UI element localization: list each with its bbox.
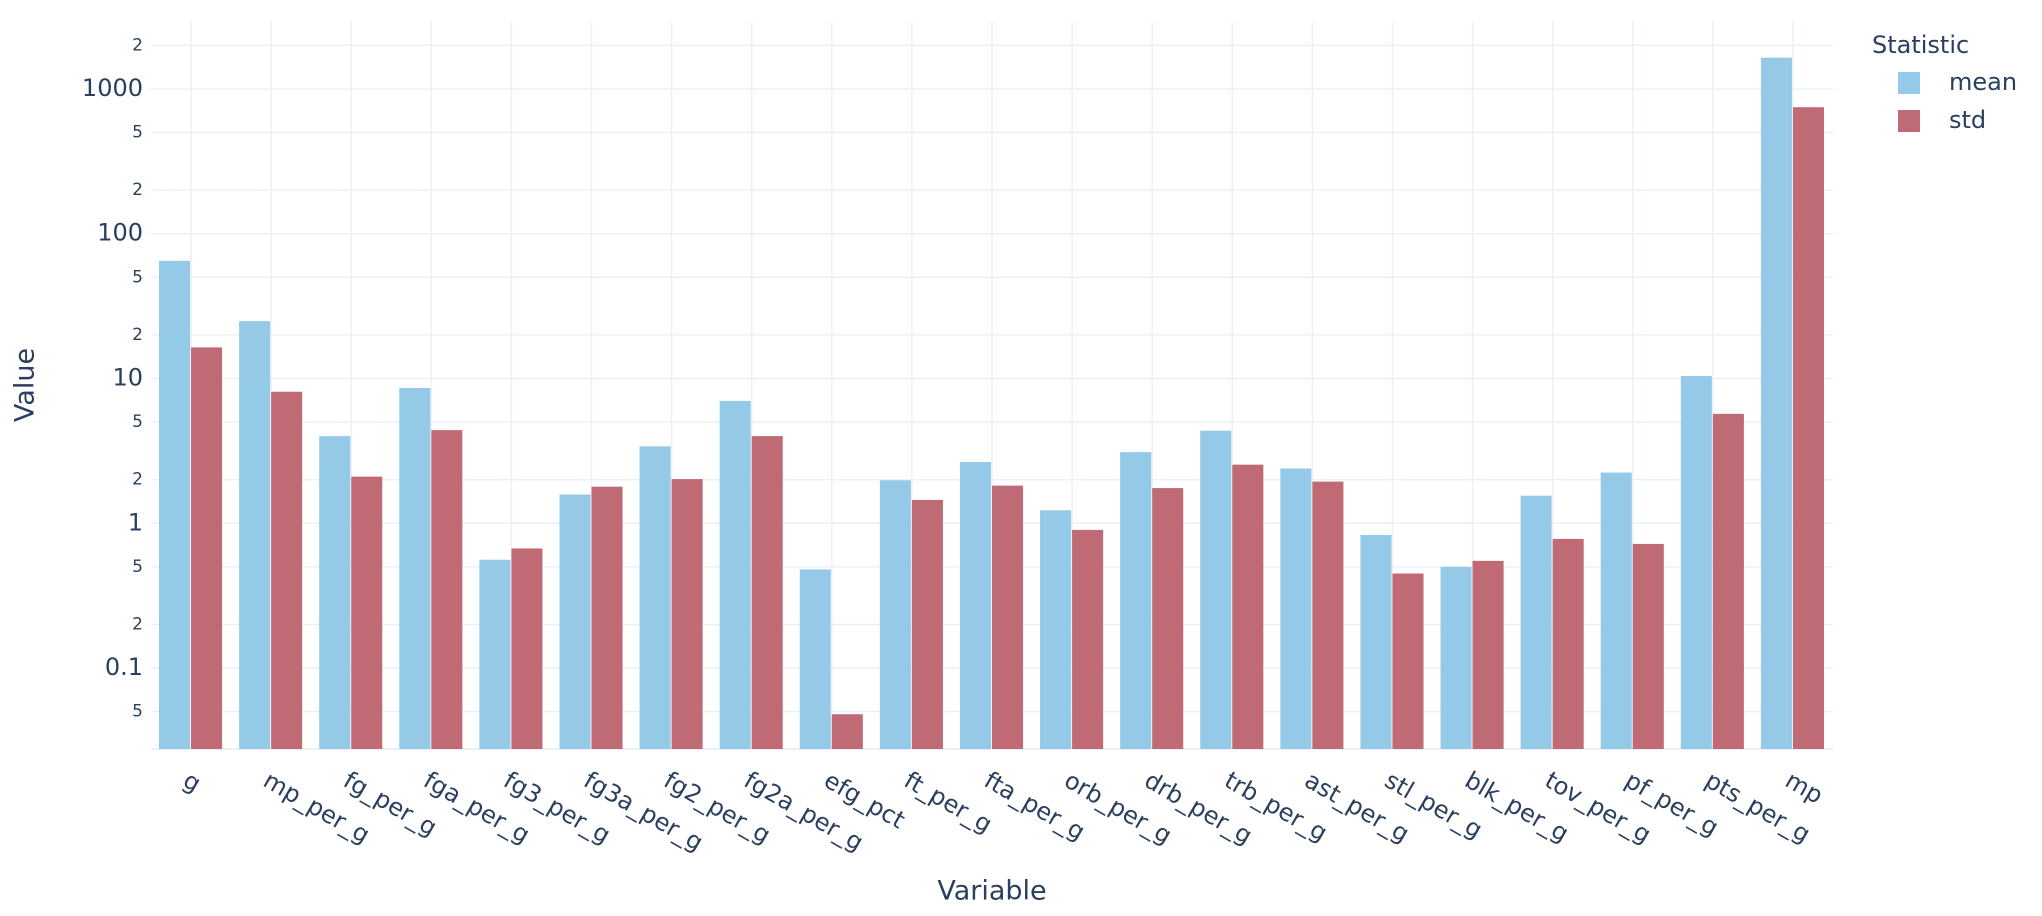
legend-title: Statistic: [1872, 31, 1969, 59]
bar: [671, 479, 703, 749]
y-tick-label: 2: [132, 180, 143, 200]
bar: [879, 480, 911, 749]
x-tick-label: mp: [1780, 766, 1827, 810]
bar: [1200, 430, 1232, 749]
bar: [639, 446, 671, 749]
bar: [1600, 472, 1632, 749]
y-tick-label: 5: [132, 702, 143, 722]
bar: [239, 321, 271, 749]
y-tick-label: 1: [128, 508, 143, 536]
bar: [1760, 57, 1792, 750]
bar: [1232, 464, 1264, 749]
bar: [1552, 538, 1584, 749]
bar: [1680, 376, 1712, 749]
y-tick-label: 2: [132, 35, 143, 55]
y-tick-label: 2: [132, 325, 143, 345]
bar: [1712, 413, 1744, 749]
y-tick-label: 0.1: [105, 653, 143, 681]
x-axis-title: Variable: [937, 876, 1046, 907]
bar: [1072, 529, 1104, 749]
y-tick-label: 2: [132, 614, 143, 634]
bar: [1472, 560, 1504, 749]
y-axis-title: Value: [10, 348, 41, 422]
bar: [751, 436, 783, 749]
bar: [959, 462, 991, 749]
y-tick-label: 10: [112, 364, 143, 392]
legend-label: mean: [1949, 68, 2017, 96]
legend-swatch: [1898, 110, 1920, 132]
y-tick-label: 5: [132, 412, 143, 432]
bar: [511, 548, 543, 749]
bar: [799, 569, 831, 749]
bar: [1520, 495, 1552, 749]
bar: [911, 499, 943, 749]
bar: [431, 430, 463, 749]
legend-label: std: [1949, 106, 1986, 134]
bar: [1392, 573, 1424, 749]
bar: [399, 387, 431, 749]
bar: [1632, 543, 1664, 749]
bar: [1440, 566, 1472, 749]
bar: [1360, 534, 1392, 749]
y-tick-label: 5: [132, 557, 143, 577]
x-tick-label: ft_per_g: [899, 766, 997, 839]
bar: [1312, 481, 1344, 749]
bar: [191, 347, 223, 749]
y-tick-label: 1000: [82, 74, 143, 102]
bar: [1280, 468, 1312, 749]
y-tick-label: 5: [132, 267, 143, 287]
bar: [1120, 452, 1152, 749]
bar: [1792, 107, 1824, 750]
bar: [479, 559, 511, 749]
bar: [992, 485, 1024, 749]
bar: [831, 714, 863, 749]
bar: [1152, 488, 1184, 749]
legend-swatch: [1898, 72, 1920, 94]
bar: [559, 494, 591, 749]
y-tick-label: 100: [97, 219, 143, 247]
bar: [351, 476, 383, 749]
bar: [1040, 510, 1072, 749]
x-tick-label: g: [179, 766, 206, 798]
bar: [271, 391, 303, 749]
y-tick-label: 2: [132, 470, 143, 490]
bar: [159, 260, 191, 749]
bar: [319, 436, 351, 749]
bar: [591, 486, 623, 749]
y-tick-label: 5: [132, 123, 143, 143]
bar: [719, 400, 751, 749]
